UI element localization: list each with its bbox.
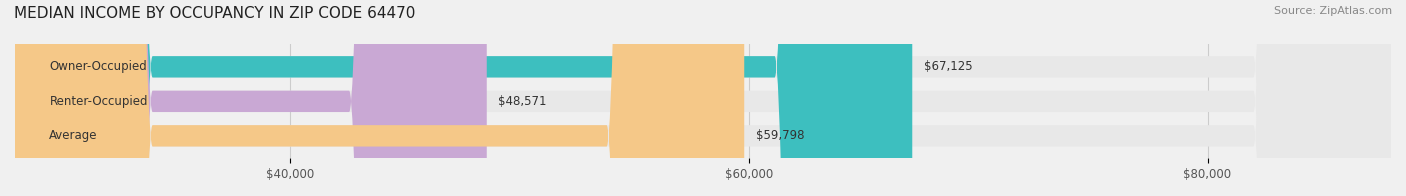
FancyBboxPatch shape <box>15 0 1391 196</box>
FancyBboxPatch shape <box>15 0 1391 196</box>
Text: MEDIAN INCOME BY OCCUPANCY IN ZIP CODE 64470: MEDIAN INCOME BY OCCUPANCY IN ZIP CODE 6… <box>14 6 415 21</box>
FancyBboxPatch shape <box>15 0 912 196</box>
Text: $67,125: $67,125 <box>924 60 973 73</box>
Text: Owner-Occupied: Owner-Occupied <box>49 60 148 73</box>
Text: Source: ZipAtlas.com: Source: ZipAtlas.com <box>1274 6 1392 16</box>
Text: $48,571: $48,571 <box>498 95 547 108</box>
Text: Average: Average <box>49 129 98 142</box>
Text: $59,798: $59,798 <box>755 129 804 142</box>
Text: Renter-Occupied: Renter-Occupied <box>49 95 148 108</box>
FancyBboxPatch shape <box>15 0 744 196</box>
FancyBboxPatch shape <box>15 0 1391 196</box>
FancyBboxPatch shape <box>15 0 486 196</box>
